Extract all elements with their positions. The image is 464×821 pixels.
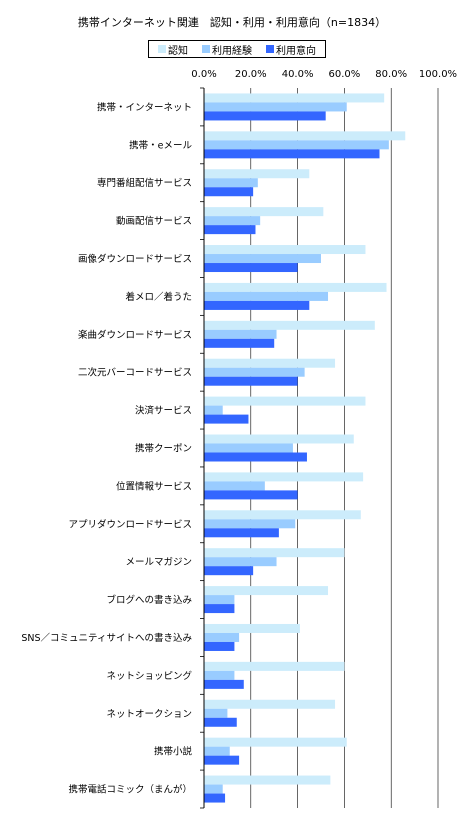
category-label-14: SNS／コミュニティサイトへの書き込み [21,632,192,644]
bar-0-17 [204,737,347,747]
bar-2-17 [204,755,240,765]
legend-item-awareness: 認知 [158,42,188,57]
legend-swatch-awareness [158,45,166,53]
bar-0-11 [204,510,361,520]
legend-label-awareness: 認知 [168,45,188,57]
bar-2-2 [204,187,254,197]
bar-0-4 [204,245,366,255]
bar-1-15 [204,670,235,680]
bar-2-8 [204,414,249,424]
legend-swatch-experience [202,45,210,53]
bar-1-0 [204,102,347,112]
bar-0-9 [204,434,354,444]
bar-0-3 [204,207,324,217]
category-label-5: 着メロ／着うた [125,291,192,303]
legend-item-experience: 利用経験 [202,42,252,57]
chart-legend: 認知 利用経験 利用意向 [148,40,326,58]
x-tick-label-2: 40.0% [282,69,314,80]
bar-2-18 [204,793,226,803]
bar-1-6 [204,329,277,339]
bar-0-7 [204,358,336,368]
category-label-10: 位置情報サービス [116,480,192,492]
bar-0-16 [204,699,336,709]
category-label-6: 楽曲ダウンロードサービス [78,329,192,341]
bar-1-7 [204,367,305,377]
bar-0-18 [204,775,331,785]
bar-1-14 [204,632,240,642]
legend-label-experience: 利用経験 [212,45,252,57]
bar-0-1 [204,131,406,141]
category-label-15: ネットショッピング [106,670,192,682]
category-label-18: 携帯電話コミック（まんが） [68,784,192,796]
category-label-3: 動画配信サービス [116,215,192,227]
x-tick-label-5: 100.0% [419,69,457,80]
bar-2-10 [204,490,298,500]
bar-2-13 [204,604,235,614]
chart-title: 携帯インターネット関連 認知・利用・利用意向（n=1834） [77,16,387,29]
bar-1-18 [204,784,223,794]
bar-1-1 [204,140,389,150]
bar-2-11 [204,528,279,538]
bar-2-5 [204,300,310,310]
legend-item-intention: 利用意向 [266,42,316,57]
category-label-13: ブログへの書き込み [106,594,192,606]
bar-1-11 [204,519,296,529]
bar-0-8 [204,396,366,406]
category-label-2: 専門番組配信サービス [97,177,192,189]
bar-0-14 [204,623,300,633]
bar-1-17 [204,746,230,756]
category-label-8: 決済サービス [135,405,192,417]
bar-0-0 [204,93,385,103]
bar-1-2 [204,178,258,188]
bar-2-7 [204,376,298,386]
bar-2-12 [204,566,254,576]
x-tick-label-1: 20.0% [235,69,267,80]
bar-2-3 [204,225,256,235]
bar-1-9 [204,443,293,453]
category-label-7: 二次元バーコードサービス [78,367,192,379]
bar-2-1 [204,149,380,159]
bar-2-9 [204,452,307,462]
bar-0-10 [204,472,364,482]
category-label-11: アプリダウンロードサービス [68,518,192,530]
category-label-4: 画像ダウンロードサービス [78,253,192,265]
category-label-16: ネットオークション [106,709,192,720]
bar-1-5 [204,291,329,301]
legend-swatch-intention [266,45,274,53]
category-label-9: 携帯クーポン [135,443,192,455]
bar-1-3 [204,216,261,226]
bar-2-15 [204,679,244,689]
bar-0-5 [204,282,387,292]
category-label-17: 携帯小説 [154,746,193,758]
bar-1-4 [204,254,321,264]
bar-0-15 [204,661,345,671]
bar-2-14 [204,641,235,651]
bar-1-8 [204,405,223,415]
legend-label-intention: 利用意向 [276,45,316,57]
category-label-1: 携帯・eメール [129,139,192,151]
bar-1-12 [204,557,277,567]
bar-0-2 [204,169,310,179]
bar-0-6 [204,320,375,330]
x-tick-label-3: 60.0% [329,69,361,80]
x-tick-label-4: 80.0% [375,69,407,80]
bar-2-0 [204,111,326,121]
bar-1-16 [204,708,228,718]
bar-1-10 [204,481,265,491]
bar-2-6 [204,338,275,348]
bar-0-13 [204,586,329,596]
x-tick-label-0: 0.0% [191,69,216,80]
category-label-0: 携帯・インターネット [97,101,192,113]
bar-0-12 [204,548,345,558]
category-label-12: メールマガジン [125,557,192,568]
bar-1-13 [204,595,235,605]
bar-2-4 [204,263,298,273]
bar-2-16 [204,717,237,727]
